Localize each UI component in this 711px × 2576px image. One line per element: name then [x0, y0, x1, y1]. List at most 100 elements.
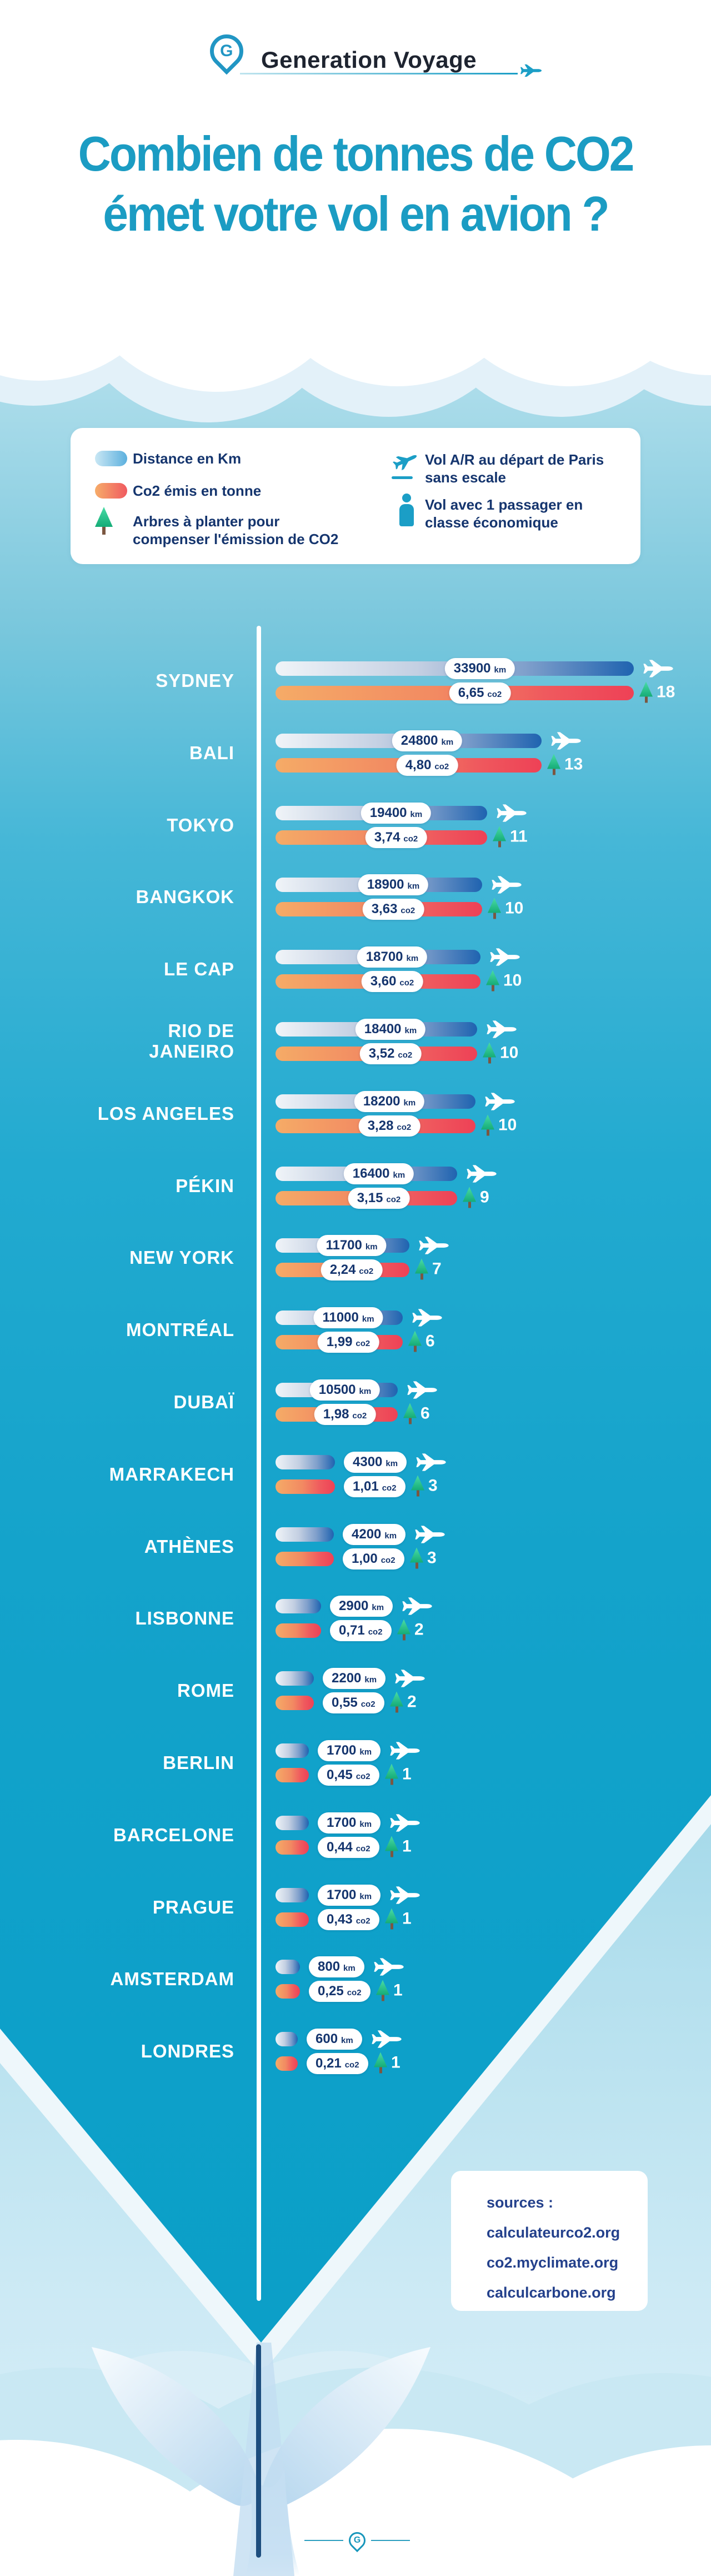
- passenger-icon: [398, 494, 415, 529]
- distance-value-pill: 1700 km: [318, 1740, 381, 1761]
- co2-bar: [276, 1696, 314, 1710]
- footer-pin-logo: G: [345, 2528, 369, 2553]
- page-title-line1: Combien de tonnes de CO2: [78, 127, 635, 182]
- tree-icon: [385, 1763, 398, 1785]
- plane-icon: [372, 2030, 402, 2048]
- trees-to-plant: 2: [390, 1691, 417, 1713]
- distance-value-pill: 18900 km: [358, 874, 429, 895]
- tree-icon: [547, 754, 560, 775]
- co2-bar-line: 6,65 co2 18: [276, 681, 698, 704]
- chart-axis-line: [257, 626, 261, 2301]
- trees-to-plant: 6: [408, 1331, 435, 1352]
- distance-bar-line: 11700 km: [276, 1235, 698, 1256]
- distance-bar-line: 16400 km: [276, 1163, 698, 1184]
- tree-icon: [385, 1836, 398, 1857]
- city-name: MARRAKECH: [109, 1463, 234, 1484]
- legend-co2-swatch: [95, 483, 127, 499]
- distance-bar-line: 1700 km: [276, 1885, 698, 1906]
- city-row: PÉKIN 16400 km 3,15 co2 9: [0, 1149, 711, 1223]
- plane-icon: [395, 1670, 425, 1687]
- tree-icon: [488, 898, 501, 919]
- trees-to-plant: 1: [385, 1763, 412, 1785]
- plane-icon: [492, 876, 522, 894]
- distance-bar: [276, 1455, 335, 1469]
- trees-to-plant: 1: [385, 1908, 412, 1930]
- city-row: BERLIN 1700 km 0,45 co2 1: [0, 1726, 711, 1800]
- plane-icon: [467, 1165, 497, 1183]
- co2-value-pill: 0,25 co2: [309, 1981, 370, 2002]
- co2-value-pill: 1,99 co2: [317, 1332, 379, 1353]
- plane-icon: [374, 1958, 404, 1976]
- city-row: SYDNEY 33900 km 6,65 co2 18: [0, 644, 711, 718]
- tree-icon: [483, 1042, 496, 1064]
- co2-bar: [276, 1552, 334, 1566]
- page-title: Combien de tonnes de CO2 émet votre vol …: [0, 124, 711, 245]
- distance-bar-line: 2900 km: [276, 1596, 698, 1617]
- distance-bar: [276, 1816, 309, 1830]
- co2-value-pill: 0,45 co2: [318, 1765, 379, 1786]
- city-name: DUBAÏ: [173, 1391, 234, 1412]
- tree-icon: [463, 1187, 476, 1208]
- city-name: LOS ANGELES: [97, 1103, 234, 1124]
- brand-pin-letter: G: [220, 42, 233, 60]
- trees-to-plant: 1: [374, 2052, 400, 2074]
- co2-bar: [276, 1840, 309, 1855]
- city-row: PRAGUE 1700 km 0,43 co2 1: [0, 1871, 711, 1944]
- legend-trees-label: Arbres à planter pour compenser l'émissi…: [133, 513, 339, 547]
- distance-value-pill: 10500 km: [309, 1379, 380, 1401]
- co2-bar-line: 0,43 co2 1: [276, 1908, 698, 1930]
- co2-bar: [276, 1912, 309, 1927]
- co2-bar-line: 1,98 co2 6: [276, 1403, 698, 1425]
- distance-value-pill: 18700 km: [357, 946, 428, 968]
- distance-value-pill: 4300 km: [344, 1452, 407, 1473]
- distance-value-pill: 11700 km: [317, 1235, 387, 1256]
- city-row: RIO DE JANEIRO 18400 km 3,52 co2 10: [0, 1005, 711, 1078]
- trees-to-plant: 1: [385, 1836, 412, 1857]
- distance-bar-line: 19400 km: [276, 803, 698, 824]
- header: G Generation Voyage: [0, 0, 711, 122]
- source-link[interactable]: calculcarbone.org: [487, 2284, 616, 2301]
- city-row: MARRAKECH 4300 km 1,01 co2 3: [0, 1438, 711, 1511]
- co2-value-pill: 3,15 co2: [348, 1188, 410, 1209]
- trees-to-plant: 11: [493, 826, 528, 848]
- distance-bar-line: 1700 km: [276, 1812, 698, 1833]
- tree-icon: [390, 1691, 403, 1713]
- distance-value-pill: 16400 km: [343, 1163, 414, 1184]
- distance-bar-line: 18900 km: [276, 874, 698, 895]
- co2-bar: [276, 1768, 309, 1782]
- distance-value-pill: 33900 km: [444, 658, 515, 679]
- city-row: LE CAP 18700 km 3,60 co2 10: [0, 933, 711, 1006]
- source-link[interactable]: calculateurco2.org: [487, 2224, 620, 2241]
- plane-takeoff-icon: [390, 450, 422, 481]
- source-link[interactable]: co2.myclimate.org: [487, 2254, 619, 2271]
- city-name: PRAGUE: [152, 1896, 234, 1917]
- distance-bar-line: 800 km: [276, 1956, 698, 1977]
- distance-bar-line: 10500 km: [276, 1379, 698, 1401]
- distance-value-pill: 11000 km: [313, 1307, 383, 1328]
- co2-bar: [276, 1623, 321, 1638]
- city-name: LISBONNE: [135, 1607, 234, 1628]
- distance-bar: [276, 2032, 298, 2046]
- co2-value-pill: 4,80 co2: [396, 755, 458, 776]
- city-row: LOS ANGELES 18200 km 3,28 co2 10: [0, 1077, 711, 1150]
- distance-bar-line: 600 km: [276, 2029, 698, 2050]
- city-row: LISBONNE 2900 km 0,71 co2 2: [0, 1582, 711, 1655]
- trees-to-plant: 6: [403, 1403, 430, 1424]
- plane-icon: [419, 1237, 449, 1254]
- city-row: TOKYO 19400 km 3,74 co2 11: [0, 789, 711, 862]
- distance-bar-line: 24800 km: [276, 730, 698, 751]
- distance-bar-line: 18200 km: [276, 1091, 698, 1112]
- legend-tree-icon: [95, 507, 113, 536]
- plane-icon: [390, 1814, 420, 1832]
- co2-value-pill: 0,43 co2: [318, 1909, 379, 1930]
- distance-bar-line: 18700 km: [276, 946, 698, 968]
- distance-bar: [276, 1888, 309, 1902]
- co2-bar-line: 3,15 co2 9: [276, 1187, 698, 1209]
- co2-bar-line: 3,60 co2 10: [276, 970, 698, 992]
- city-row: ATHÈNES 4200 km 1,00 co2 3: [0, 1510, 711, 1583]
- co2-bar-line: 3,52 co2 10: [276, 1042, 698, 1064]
- tree-icon: [403, 1403, 417, 1424]
- city-row: ROME 2200 km 0,55 co2 2: [0, 1654, 711, 1727]
- co2-bar-line: 3,63 co2 10: [276, 898, 698, 920]
- distance-bar-line: 18400 km: [276, 1019, 698, 1040]
